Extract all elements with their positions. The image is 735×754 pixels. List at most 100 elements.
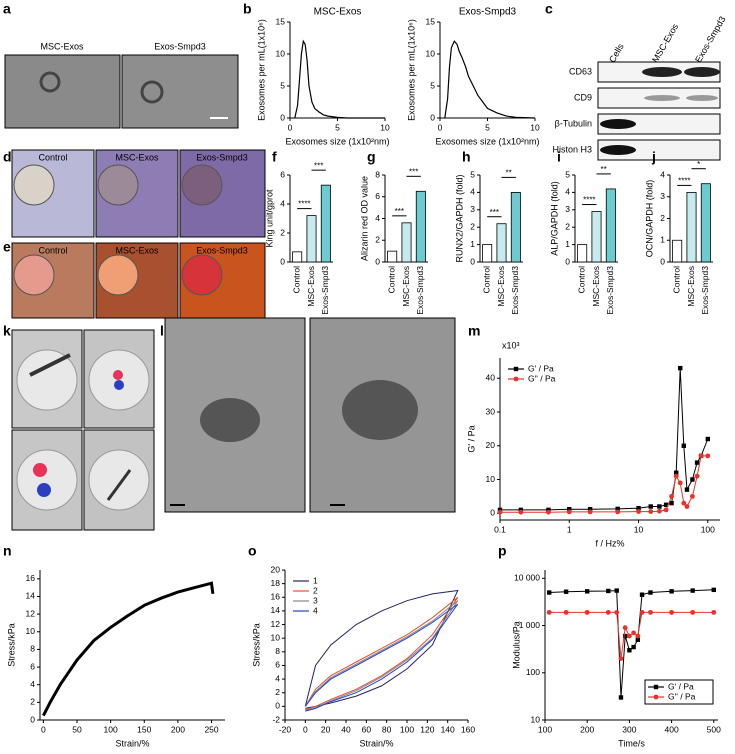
marker [681,443,686,448]
y-tick-label: 10 [26,626,36,636]
marker [690,493,695,499]
y-tick-label: 20 [271,564,281,574]
x-tick-label: 200 [171,724,185,734]
y-tick-label: 0 [375,256,380,266]
x-tick-label: Exos-Smpd3 [700,266,710,315]
bar [686,191,697,263]
blot-band [600,145,636,155]
x-axis-label: Exosomes size (1x10²nm) [435,136,539,146]
panel-letter: a [3,1,11,17]
marker [648,509,654,514]
x-tick-label: Exos-Smpd3 [320,266,330,315]
panel-letter: f [272,149,277,165]
significance-label: *** [395,207,404,216]
blot-column: Exos-Smpd3 [693,15,727,65]
x-tick-label: Exos-Smpd3 [605,266,615,315]
marker [563,589,569,594]
marker [674,470,679,475]
y-tick-label: 5 [470,169,475,179]
x-tick-label: 250 [204,724,218,734]
significance-label: ** [506,169,512,178]
marker [631,630,637,636]
y-tick-label: 4 [280,198,285,208]
dish [16,449,78,511]
syringe [29,353,71,377]
x-tick-label: 400 [664,724,678,734]
y-axis-label: Stress/kPa [6,623,16,667]
legend-label: 4 [313,605,318,615]
y-axis-label: Modulus/Pa [511,621,521,669]
y-tick-label: 5 [280,80,285,90]
y-tick-label: 14 [271,605,281,615]
y-axis-label: RUNX2/GAPDH (fold) [454,174,464,262]
panel-letter: e [3,239,11,255]
panel-a-images: MSC-Exos Exos-Smpd3 [4,41,239,129]
marker [636,509,641,514]
marker [614,609,620,615]
x-tick-label: -20 [279,724,292,734]
x-tick-label: Control [576,266,586,294]
y-tick-label: 4 [275,673,280,683]
marker [636,505,641,511]
blot-band [642,67,682,77]
y-tick-label: 3 [565,204,570,214]
x-tick-label: 100 [701,524,715,534]
y-tick-label: 2 [660,213,665,223]
well-inset [181,164,223,206]
y-tick-label: 0 [490,508,495,518]
y-tick-label: 2 [375,235,380,245]
x-tick-label: 140 [441,724,455,734]
panel-letter: c [545,1,553,17]
y-tick-label: 10 [276,48,286,58]
blot-strip [597,113,721,135]
well-inset [97,164,139,206]
image-caption: MSC-Exos [40,41,84,51]
bar [700,183,711,263]
marker [705,436,711,442]
data-line [294,39,385,119]
blot-column: MSC-Exos [650,22,680,65]
panel-letter: o [248,543,257,559]
y-tick-label: 6 [275,660,280,670]
marker [518,509,524,515]
marker [587,509,593,515]
marker [513,376,519,382]
bar [387,250,398,263]
y-tick-label: 5 [430,80,435,90]
significance-label: **** [298,200,310,209]
y-tick-label: 0 [470,256,475,266]
y-tick-label: -2 [272,714,280,724]
y-tick-label: 12 [271,619,281,629]
y-tick-label: 2 [280,227,285,237]
data-line [304,589,459,709]
y-axis-label: Exosomes per mL(1x10⁶) [256,19,266,121]
significance-label: ** [601,165,607,174]
marker [606,588,611,594]
y-tick-label: 100 [526,667,540,677]
x-tick-label: 300 [622,724,636,734]
y-tick-label: 10 [426,48,436,58]
y-tick-label: 4 [660,169,665,179]
panel-d-images: Control MSC-Exos Exos-Smpd3 [11,149,266,238]
marker [546,609,552,615]
legend-label: 1 [313,575,318,585]
y-tick-label: 3 [470,204,475,214]
significance-label: **** [583,196,595,205]
marker [566,509,572,515]
bar [292,251,303,263]
y-tick-label: 15 [426,16,436,26]
blot-row: Histon H3 [552,144,592,154]
image-caption: Exos-Smpd3 [154,41,206,51]
marker [673,473,679,479]
panel-letter: p [498,543,507,559]
x-tick-label: 200 [580,724,594,734]
x-tick-label: 120 [420,724,434,734]
vesicle [140,80,164,104]
y-tick-label: 2 [470,221,475,231]
y-tick-label: 0 [565,256,570,266]
y-tick-label: 4 [565,187,570,197]
blot-row: CD63 [569,66,592,76]
y-tick-label: 10 [271,632,281,642]
y-tick-label: 15 [276,16,286,26]
